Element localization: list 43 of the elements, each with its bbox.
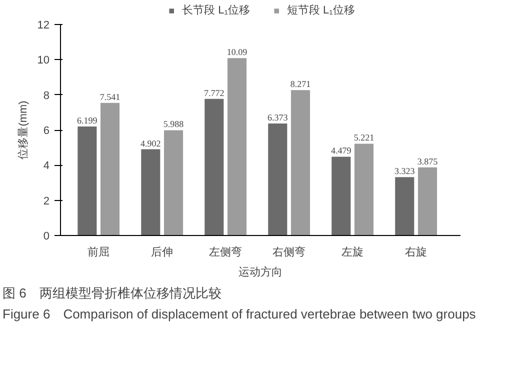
legend-label: 长节段 L₁位移 [182,4,250,18]
x-tick-label: 前屈 [88,246,110,258]
y-tick-label: 4 [43,160,50,172]
x-tick-label: 右旋 [405,246,428,258]
bar [100,102,120,236]
caption: 图 6 两组模型骨折椎体位移情况比较 [2,286,222,300]
data-label: 6.373 [268,112,288,122]
x-tick-label: 右侧弯 [272,246,306,258]
y-tick-label: 8 [43,90,50,102]
data-label: 3.323 [394,166,416,176]
data-label: 7.541 [100,92,120,102]
bar [141,149,160,236]
data-label: 8.271 [290,79,311,90]
y-tick-label: 0 [43,230,50,242]
y-axis-title: 位移量(mm) [17,100,30,160]
bar [78,126,97,236]
legend-label: 短节段 L₁位移 [287,4,355,18]
data-label: 6.199 [77,116,98,126]
caption: Figure 6 Comparison of displacement of fractured vertebrae between two groups [2,306,476,322]
data-label: 10.09 [226,47,248,58]
y-tick-label: 2 [43,195,50,208]
bar [290,90,310,236]
bar [268,123,288,236]
bar [204,98,224,236]
y-tick-label: 6 [43,125,50,137]
bar [227,58,247,236]
bar [354,144,374,236]
bar [395,177,414,236]
x-tick-label: 左旋 [342,246,364,258]
data-label: 4.902 [140,138,161,148]
data-label: 3.875 [417,156,438,166]
bar [164,130,184,236]
data-label: 5.988 [163,119,184,130]
data-label: 7.772 [204,88,224,98]
data-label: 4.479 [331,146,352,156]
y-tick-label: 10 [37,54,50,67]
bar [332,156,351,236]
x-tick-label: 后伸 [151,246,174,258]
x-axis-title: 运动方向 [238,266,282,278]
data-label: 5.221 [354,132,374,143]
y-tick-label: 12 [37,20,50,32]
x-tick-label: 左侧弯 [209,246,242,258]
bar [418,167,438,236]
